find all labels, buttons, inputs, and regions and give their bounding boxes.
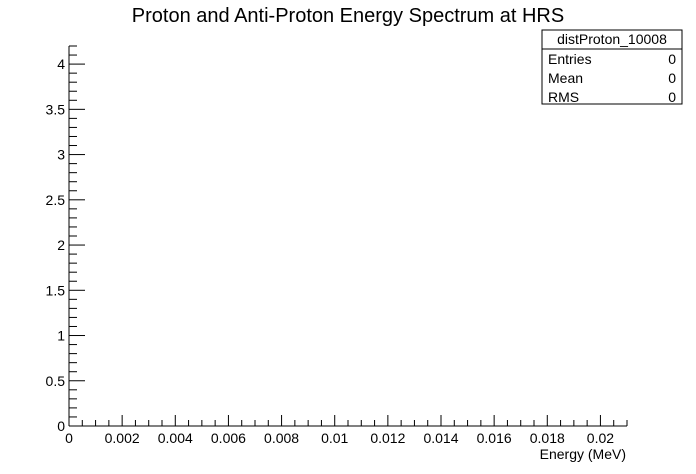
y-tick-label: 2.5: [46, 192, 66, 208]
stats-box-frame: [541, 29, 683, 105]
x-tick-label: 0.012: [370, 430, 405, 446]
y-axis-ticks: 0 0.5 1 1.5 2 2.5 3 3.5 4: [46, 45, 85, 434]
stats-entries-label: Entries: [548, 51, 592, 67]
y-tick-label: 1.5: [46, 282, 66, 298]
x-tick-label: 0.01: [321, 430, 348, 446]
x-tick-label: 0: [65, 430, 73, 446]
x-tick-label: 0.004: [158, 430, 193, 446]
stats-rms-value: 0: [668, 89, 676, 105]
x-axis-ticks: 0 0.002 0.004 0.006 0.008 0.01 0.012 0.014 0.016…: [65, 415, 628, 446]
x-tick-label: 0.018: [530, 430, 565, 446]
x-tick-label: 0.002: [105, 430, 140, 446]
y-tick-label: 4: [57, 56, 65, 72]
x-tick-label: 0.008: [264, 430, 299, 446]
stats-mean-label: Mean: [548, 70, 583, 86]
x-tick-label: 0.006: [211, 430, 246, 446]
stats-box-title: distProton_10008: [557, 31, 667, 47]
x-tick-label: 0.014: [423, 430, 458, 446]
stats-entries-value: 0: [668, 51, 676, 67]
stats-rms-label: RMS: [548, 89, 579, 105]
x-axis-title: Energy (MeV): [540, 446, 626, 462]
y-tick-label: 0.5: [46, 373, 66, 389]
chart-title: Proton and Anti-Proton Energy Spectrum a…: [132, 5, 564, 27]
y-tick-label: 2: [57, 237, 65, 253]
y-tick-label: 3.5: [46, 101, 66, 117]
stats-box: distProton_10008 Entries 0 Mean 0 RMS 0: [541, 29, 683, 105]
y-tick-label: 3: [57, 147, 65, 163]
y-tick-label: 1: [57, 328, 65, 344]
stats-mean-value: 0: [668, 70, 676, 86]
x-tick-label: 0.016: [477, 430, 512, 446]
x-tick-label: 0.02: [587, 430, 614, 446]
y-tick-label: 0: [57, 418, 65, 434]
